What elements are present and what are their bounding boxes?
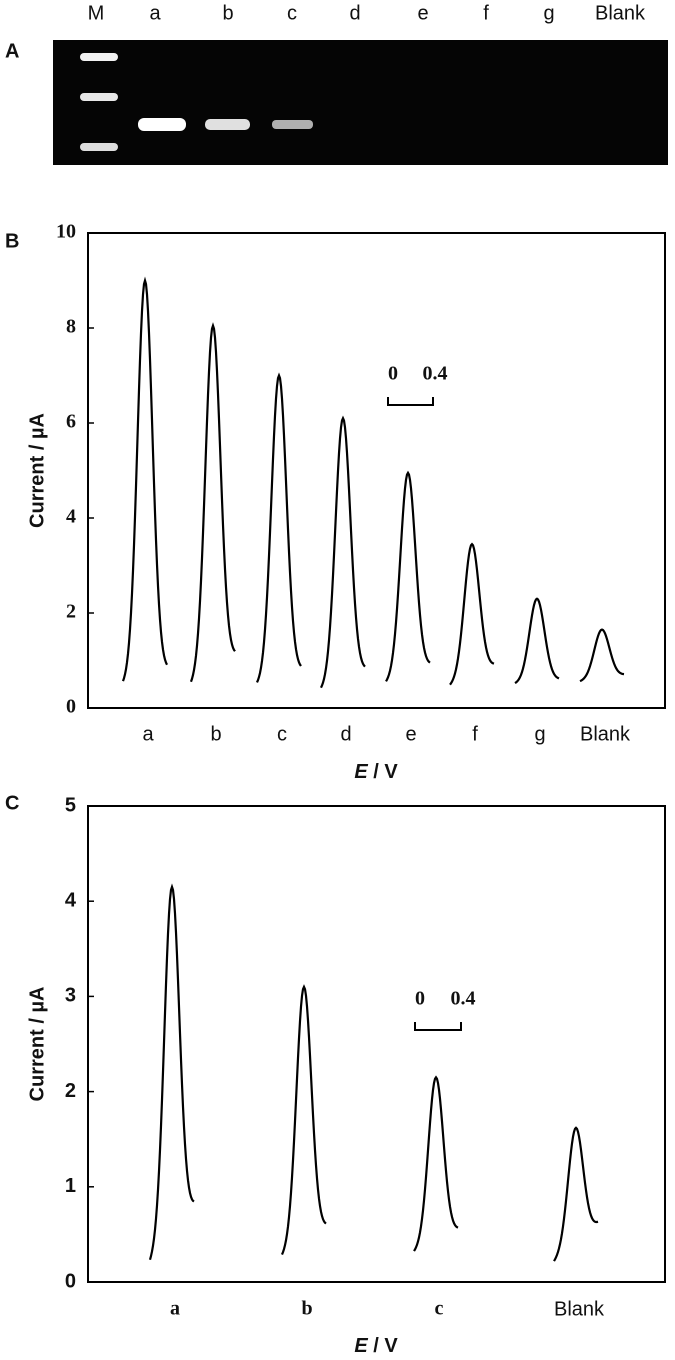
x-category-label: c xyxy=(277,723,287,745)
scale-bar xyxy=(414,1022,462,1031)
x-category-label: a xyxy=(170,1298,180,1320)
y-axis-label: Current / µA xyxy=(26,987,48,1102)
panel-label: C xyxy=(5,792,19,814)
peak-curve xyxy=(319,415,366,689)
lane-label: c xyxy=(287,2,297,24)
y-tick-label: 1 xyxy=(65,1175,76,1197)
x-axis-label: E / V xyxy=(354,761,398,783)
scale-bar-label: 0.4 xyxy=(423,363,448,385)
lane-label: d xyxy=(349,2,360,24)
x-axis-label-symbol: E xyxy=(354,1335,368,1357)
y-tick-label: 4 xyxy=(65,889,77,911)
x-category-label: b xyxy=(301,1298,312,1320)
lane-label: g xyxy=(543,2,554,24)
x-category-label: d xyxy=(340,723,351,745)
peak-curve xyxy=(579,628,625,683)
peak-curve xyxy=(189,322,236,683)
panel-label: A xyxy=(5,40,19,62)
lane-label: b xyxy=(222,2,233,24)
x-axis-label-unit: / V xyxy=(368,1335,399,1357)
lane-label: f xyxy=(483,2,489,24)
peak-curve xyxy=(514,597,560,685)
y-tick-label: 2 xyxy=(65,1080,76,1102)
plot-frame xyxy=(87,232,666,709)
y-tick-label: 2 xyxy=(66,601,76,623)
lane-label: M xyxy=(88,2,105,24)
peak-curve xyxy=(280,984,327,1255)
lane-label: e xyxy=(417,2,428,24)
y-tick-label: 6 xyxy=(66,411,76,433)
x-category-label: a xyxy=(142,723,154,745)
lane-label: a xyxy=(149,2,161,24)
scale-bar-label: 0 xyxy=(415,988,425,1010)
y-tick-label: 0 xyxy=(65,1270,76,1292)
x-axis-label-unit: / V xyxy=(368,761,399,783)
plot-frame xyxy=(87,805,666,1283)
peak-curve xyxy=(385,470,431,682)
x-category-label: b xyxy=(210,723,221,745)
y-tick-label: 0 xyxy=(66,696,76,718)
scale-bar-label: 0.4 xyxy=(451,988,476,1010)
y-tick-label: 10 xyxy=(56,221,76,243)
x-category-label: Blank xyxy=(554,1298,605,1320)
y-axis-label: Current / µA xyxy=(26,413,48,528)
y-tick-label: 4 xyxy=(66,506,76,528)
x-category-label: g xyxy=(534,723,545,745)
y-tick-label: 5 xyxy=(65,794,76,816)
x-category-label: e xyxy=(405,723,416,745)
gel-image xyxy=(53,40,668,165)
gel-bands xyxy=(80,53,313,151)
peak-curve xyxy=(553,1126,599,1262)
peak-curve xyxy=(449,542,495,686)
peak-curve xyxy=(255,372,302,683)
x-category-label: c xyxy=(435,1298,444,1320)
peak-curve xyxy=(121,276,168,682)
x-category-label: f xyxy=(472,723,478,745)
scale-bar-label: 0 xyxy=(388,363,398,385)
peak-curve xyxy=(148,883,195,1261)
y-tick-label: 3 xyxy=(65,985,76,1007)
panel-label: B xyxy=(5,230,19,252)
x-axis-label-symbol: E xyxy=(354,761,368,783)
scale-bar xyxy=(387,397,434,406)
x-axis-label: E / V xyxy=(354,1335,398,1357)
peak-curve xyxy=(413,1075,459,1252)
x-category-label: Blank xyxy=(580,723,631,745)
y-tick-label: 8 xyxy=(66,316,76,338)
lane-label: Blank xyxy=(595,2,646,24)
